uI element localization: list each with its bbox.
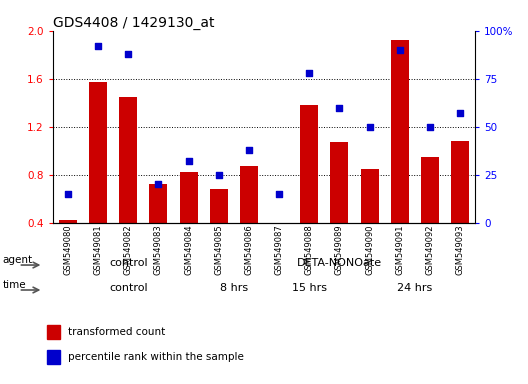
Point <box>94 43 102 49</box>
Bar <box>149 184 167 223</box>
Text: DETA-NONOate: DETA-NONOate <box>297 258 382 268</box>
Point <box>184 158 193 164</box>
Point <box>275 191 284 197</box>
Bar <box>47 350 60 364</box>
Bar <box>240 166 258 223</box>
Point <box>335 104 344 111</box>
Bar <box>300 105 318 223</box>
Bar <box>391 40 409 223</box>
Point <box>426 124 434 130</box>
Text: control: control <box>109 258 147 268</box>
Bar <box>210 189 228 223</box>
Point <box>64 191 72 197</box>
Bar <box>47 325 60 339</box>
Text: time: time <box>3 280 26 290</box>
Point <box>244 147 253 153</box>
Bar <box>119 97 137 223</box>
Text: 24 hrs: 24 hrs <box>397 283 432 293</box>
Bar <box>421 157 439 223</box>
Point <box>456 110 464 116</box>
Text: transformed count: transformed count <box>68 327 165 337</box>
Bar <box>361 169 379 223</box>
Text: control: control <box>109 283 147 293</box>
Bar <box>89 82 107 223</box>
Text: 15 hrs: 15 hrs <box>292 283 327 293</box>
Text: agent: agent <box>3 255 33 265</box>
Point <box>305 70 314 76</box>
Text: 8 hrs: 8 hrs <box>220 283 248 293</box>
Bar <box>451 141 469 223</box>
Bar <box>180 172 197 223</box>
Text: GDS4408 / 1429130_at: GDS4408 / 1429130_at <box>53 16 214 30</box>
Bar <box>59 220 77 223</box>
Point <box>154 181 163 187</box>
Bar <box>331 142 348 223</box>
Point <box>214 172 223 178</box>
Point <box>365 124 374 130</box>
Point <box>124 51 133 57</box>
Point <box>395 47 404 53</box>
Bar <box>270 223 288 225</box>
Text: percentile rank within the sample: percentile rank within the sample <box>68 352 243 362</box>
